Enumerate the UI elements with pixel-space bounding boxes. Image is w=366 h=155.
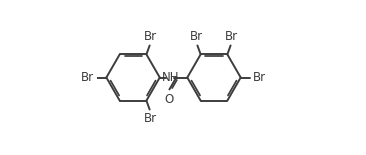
Text: Br: Br [190,30,203,43]
Text: Br: Br [225,30,238,43]
Text: Br: Br [253,71,266,84]
Text: Br: Br [81,71,94,84]
Text: Br: Br [144,112,157,125]
Text: O: O [164,93,173,106]
Text: NH: NH [161,71,179,84]
Text: Br: Br [144,30,157,43]
